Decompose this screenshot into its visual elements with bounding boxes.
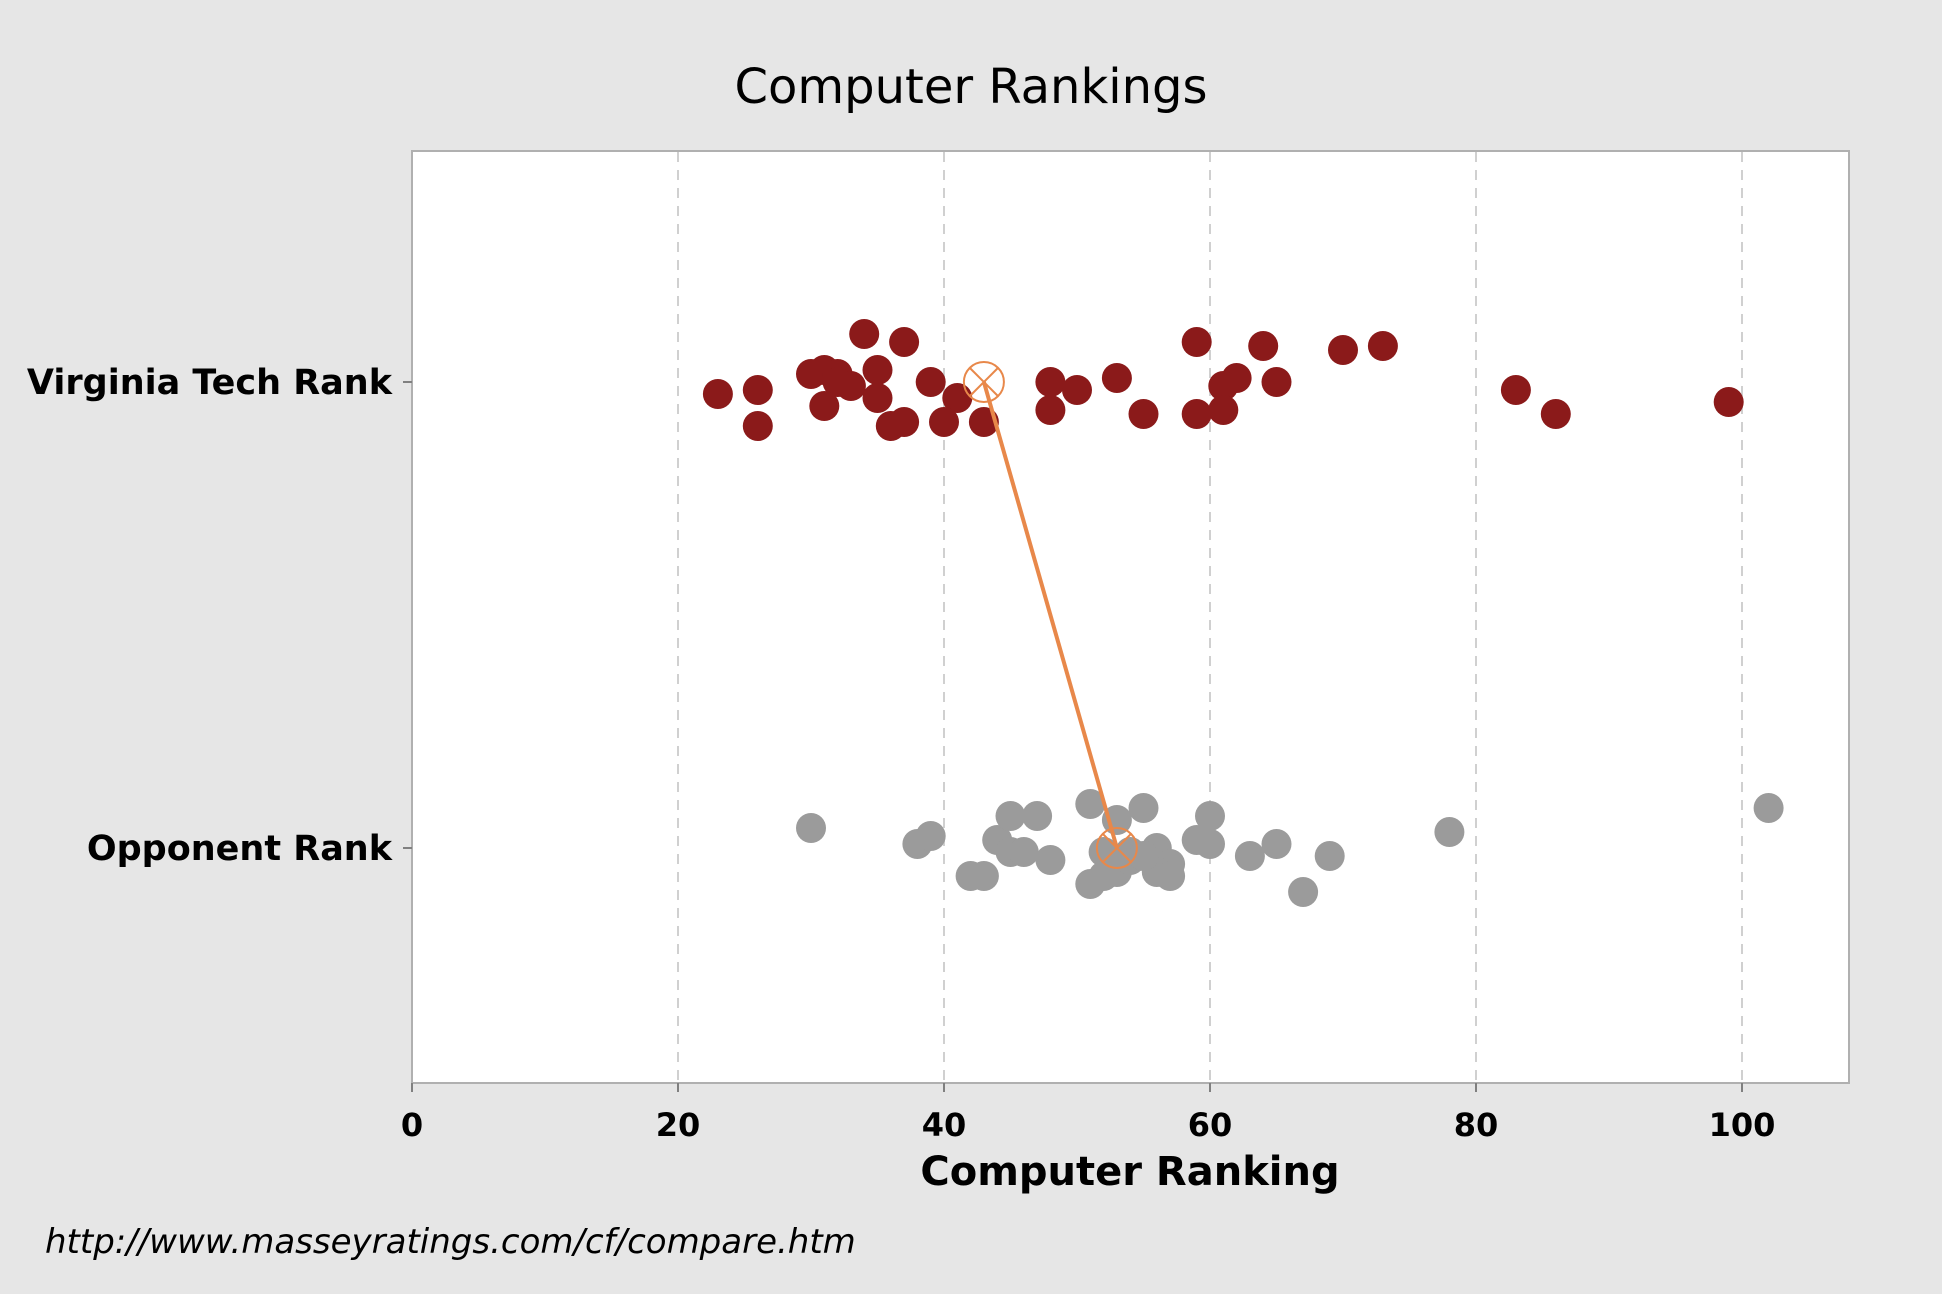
opponent-rank-point-9 <box>1022 801 1053 831</box>
category-label-0: Virginia Tech Rank <box>27 363 393 403</box>
vt-rank-point-22 <box>862 383 893 413</box>
vt-rank-point-24 <box>809 391 840 421</box>
vt-rank-point-29 <box>1540 399 1571 429</box>
x-tick-label-0: 0 <box>401 1106 423 1144</box>
chart-title: Computer Rankings <box>734 59 1207 115</box>
mean-circle-1 <box>1095 827 1138 869</box>
opponent-rank-point-23 <box>1261 829 1292 859</box>
axis-layer: 0 20 40 60 80 100 Virginia Tech Rank Opponent R… <box>27 363 1775 1144</box>
vt-rank-point-17 <box>1208 371 1239 401</box>
vt-rank-point-4 <box>1328 335 1358 365</box>
opponent-rank-point-21 <box>1195 801 1225 831</box>
vt-rank-point-1 <box>889 327 920 357</box>
vt-rank-point-15 <box>1101 363 1132 393</box>
opponent-rank-point-24 <box>1288 877 1319 907</box>
vt-rank-point-10 <box>835 371 866 401</box>
vt-rank-point-2 <box>1181 327 1212 357</box>
vt-rank-point-18 <box>1261 367 1292 397</box>
mean-cross-b-1 <box>1102 833 1132 863</box>
x-tick-label-100: 100 <box>1709 1106 1776 1144</box>
vt-rank-point-21 <box>1500 375 1531 405</box>
vt-rank-point-25 <box>1035 395 1066 425</box>
opponent-rank-point-4 <box>968 861 999 891</box>
x-tick-label-80: 80 <box>1454 1106 1499 1144</box>
x-tick-label-60: 60 <box>1188 1106 1233 1144</box>
vt-rank-point-34 <box>929 407 959 437</box>
x-axis-label: Computer Ranking <box>920 1149 1339 1195</box>
grid-layer <box>677 152 1743 1082</box>
vt-rank-point-26 <box>1128 399 1159 429</box>
source-note: http://www.masseyratings.com/cf/compare.… <box>45 1222 856 1262</box>
x-tick-label-40: 40 <box>922 1106 967 1144</box>
mean-cross-b-0 <box>969 367 999 397</box>
vt-rank-point-33 <box>889 407 920 437</box>
plot-area <box>411 150 1850 1084</box>
opponent-rank-point-11 <box>1075 789 1106 819</box>
opponent-rank-point-20 <box>1195 829 1225 859</box>
opponent-rank-point-10 <box>1035 845 1066 875</box>
opponent-rank-point-27 <box>1753 793 1784 823</box>
opponent-rank-point-8 <box>1008 837 1039 867</box>
category-label-1: Opponent Rank <box>87 829 393 869</box>
mean-circle-0 <box>962 361 1005 403</box>
mean-symbol-0 <box>962 361 1005 403</box>
opponent-rank-point-2 <box>915 821 946 851</box>
vt-rank-point-13 <box>1035 367 1066 397</box>
opponent-rank-point-22 <box>1234 841 1265 871</box>
opponent-rank-point-7 <box>995 801 1026 831</box>
opponent-rank-point-18 <box>1155 861 1186 891</box>
vt-rank-point-19 <box>702 379 733 409</box>
vt-rank-point-27 <box>1181 399 1212 429</box>
vt-rank-point-12 <box>915 367 946 397</box>
vt-rank-point-20 <box>742 375 773 405</box>
vt-rank-point-28 <box>1208 395 1239 425</box>
vt-rank-point-31 <box>742 411 773 441</box>
mean-symbol-1 <box>1095 827 1138 869</box>
mean-connect-line <box>981 381 1119 849</box>
opponent-rank-point-14 <box>1128 793 1159 823</box>
vt-rank-point-3 <box>1248 331 1279 361</box>
vt-rank-point-0 <box>849 319 880 349</box>
opponent-rank-point-26 <box>1434 817 1465 847</box>
vt-rank-point-30 <box>1713 387 1744 417</box>
vt-rank-point-11 <box>862 355 893 385</box>
opponent-rank-point-25 <box>1314 841 1345 871</box>
opponent-rank-point-33 <box>1128 841 1159 871</box>
vt-rank-point-5 <box>1367 331 1398 361</box>
x-tick-label-20: 20 <box>656 1106 701 1144</box>
vt-rank-point-14 <box>1062 375 1092 405</box>
mean-layer <box>962 361 1138 869</box>
opponent-rank-point-0 <box>796 813 826 843</box>
